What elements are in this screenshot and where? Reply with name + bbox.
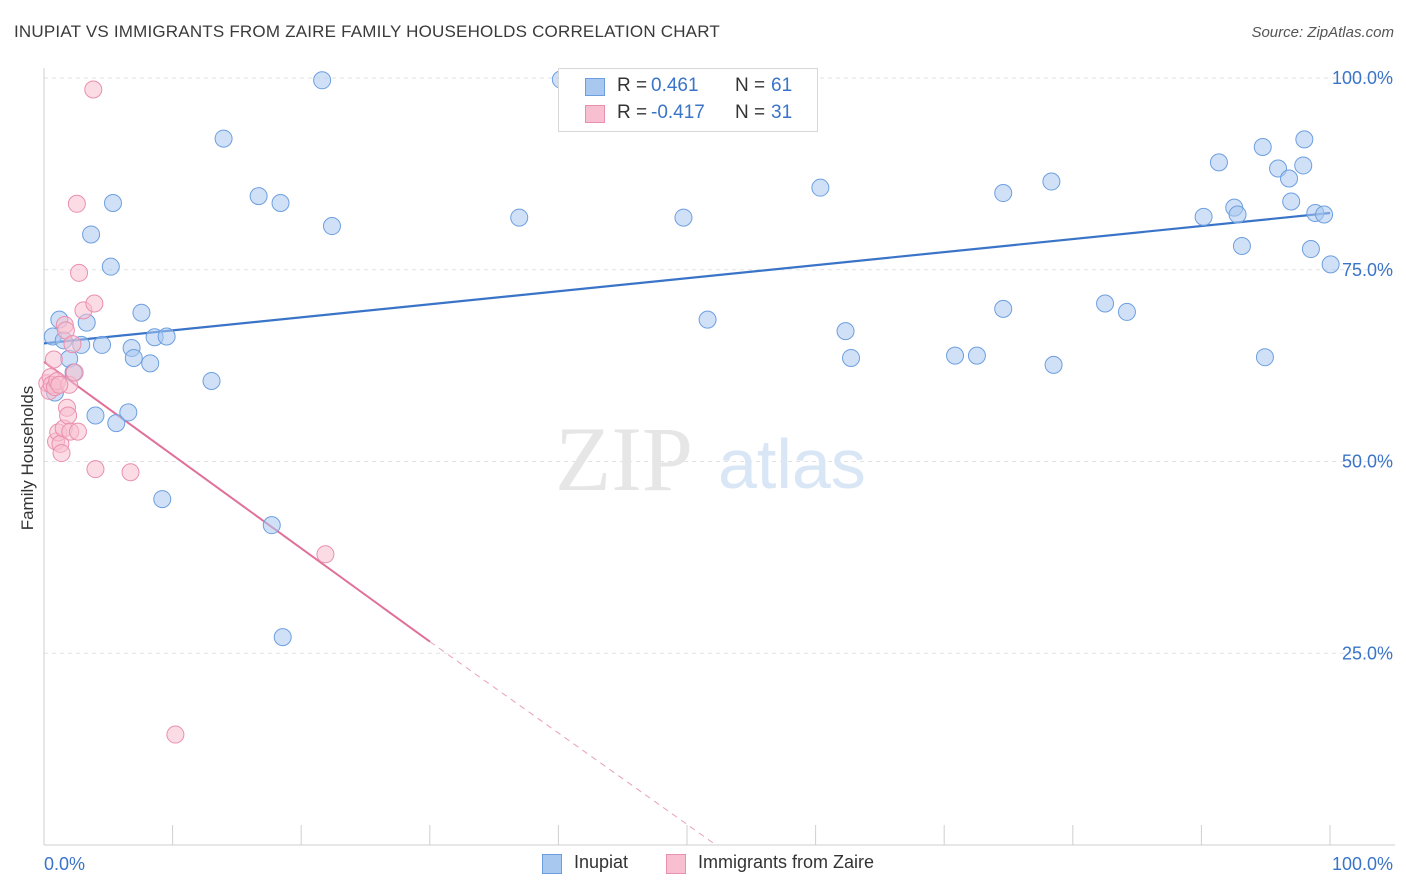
inupiat-point — [811, 178, 830, 197]
inupiat-point — [103, 194, 122, 213]
legend-n-value: 61 — [771, 75, 793, 96]
inupiat-point — [1321, 255, 1340, 274]
trend-lines — [43, 211, 1331, 846]
zaire-point — [50, 375, 69, 394]
inupiat-trend-line — [43, 211, 1331, 345]
legend-label-zaire: Immigrants from Zaire — [698, 852, 875, 872]
legend-label-inupiat: Inupiat — [574, 852, 629, 872]
zaire-point — [84, 80, 103, 99]
zaire-point — [316, 545, 335, 564]
inupiat-point — [119, 403, 138, 422]
zaire-point — [85, 294, 104, 313]
zaire-point — [68, 422, 87, 441]
inupiat-point — [836, 322, 855, 341]
inupiat-point — [1295, 130, 1314, 149]
legend-n-label: N = — [735, 102, 766, 123]
legend-r-label: R = — [617, 75, 648, 96]
inupiat-point — [1117, 302, 1136, 321]
inupiat-point — [141, 354, 160, 373]
inupiat-point — [262, 516, 281, 535]
legend-r-value: 0.461 — [651, 75, 699, 96]
inupiat-point — [1294, 156, 1313, 175]
legend-swatch-zaire — [585, 105, 605, 123]
legend-swatch-inupiat — [542, 854, 562, 874]
legend-swatch-zaire — [666, 854, 686, 874]
x-tick-label: 100.0% — [1332, 854, 1393, 874]
x-tick-label: 0.0% — [44, 854, 85, 874]
inupiat-point — [946, 346, 965, 365]
inupiat-point — [271, 194, 290, 213]
y-tick-label: 50.0% — [1342, 452, 1393, 472]
inupiat-point — [1194, 207, 1213, 226]
inupiat-point — [86, 406, 105, 425]
inupiat-point — [1044, 355, 1063, 374]
zaire-point — [121, 463, 140, 482]
grid — [44, 77, 1395, 654]
inupiat-point — [1315, 205, 1334, 224]
y-tick-label: 100.0% — [1332, 68, 1393, 88]
zaire-point — [52, 444, 71, 463]
inupiat-point — [202, 371, 221, 390]
inupiat-point — [1228, 205, 1247, 224]
watermark: ZIP atlas — [555, 408, 866, 510]
inupiat-point — [1282, 192, 1301, 211]
zaire-trend-line — [43, 360, 431, 643]
zaire-point — [65, 363, 84, 382]
inupiat-point — [107, 414, 126, 433]
inupiat-point — [1209, 153, 1228, 172]
data-points — [38, 70, 1340, 744]
legend-swatch-inupiat — [585, 78, 605, 96]
zaire-point — [166, 725, 185, 744]
inupiat-point — [842, 348, 861, 367]
inupiat-point — [1096, 294, 1115, 313]
inupiat-point — [1255, 348, 1274, 367]
zaire-trend-extension — [429, 641, 717, 846]
inupiat-point — [967, 346, 986, 365]
inupiat-point — [214, 129, 233, 148]
zaire-point — [63, 335, 82, 354]
inupiat-point — [674, 208, 693, 227]
inupiat-point — [132, 303, 151, 322]
inupiat-point — [994, 184, 1013, 203]
watermark-zip: ZIP — [555, 408, 693, 510]
legend-r-label: R = — [617, 102, 648, 123]
y-axis-label: Family Households — [18, 386, 37, 531]
inupiat-point — [273, 628, 292, 647]
inupiat-point — [313, 71, 332, 90]
zaire-point — [44, 350, 63, 369]
correlation-legend: R = 0.461 N = 61 R = -0.417 N = 31 — [558, 68, 818, 132]
inupiat-point — [994, 299, 1013, 318]
x-tick-labels: 0.0% 100.0% — [44, 854, 1393, 874]
inupiat-point — [82, 225, 101, 244]
inupiat-point — [153, 490, 172, 509]
legend-r-value: -0.417 — [651, 102, 705, 123]
y-tick-label: 75.0% — [1342, 260, 1393, 280]
zaire-point — [70, 263, 89, 282]
watermark-atlas: atlas — [718, 425, 866, 503]
y-tick-labels: 100.0% 75.0% 50.0% 25.0% — [1332, 68, 1393, 663]
inupiat-point — [124, 348, 143, 367]
inupiat-point — [1301, 240, 1320, 259]
axes — [43, 68, 1395, 846]
legend-n-label: N = — [735, 75, 766, 96]
inupiat-point — [249, 187, 268, 206]
zaire-point — [59, 406, 78, 425]
inupiat-point — [93, 335, 112, 354]
inupiat-point — [510, 208, 529, 227]
y-tick-label: 25.0% — [1342, 643, 1393, 663]
source-credit: Source: ZipAtlas.com — [1251, 24, 1394, 41]
inupiat-point — [1253, 138, 1272, 157]
legend-n-value: 31 — [771, 102, 793, 123]
inupiat-point — [1232, 236, 1251, 255]
inupiat-point — [322, 217, 341, 236]
inupiat-point — [698, 310, 717, 329]
chart-title: INUPIAT VS IMMIGRANTS FROM ZAIRE FAMILY … — [14, 22, 720, 41]
zaire-point — [67, 194, 86, 213]
inupiat-point — [1042, 172, 1061, 191]
inupiat-point — [101, 257, 120, 276]
zaire-point — [86, 460, 105, 479]
inupiat-point — [157, 327, 176, 346]
inupiat-point — [1280, 169, 1299, 188]
